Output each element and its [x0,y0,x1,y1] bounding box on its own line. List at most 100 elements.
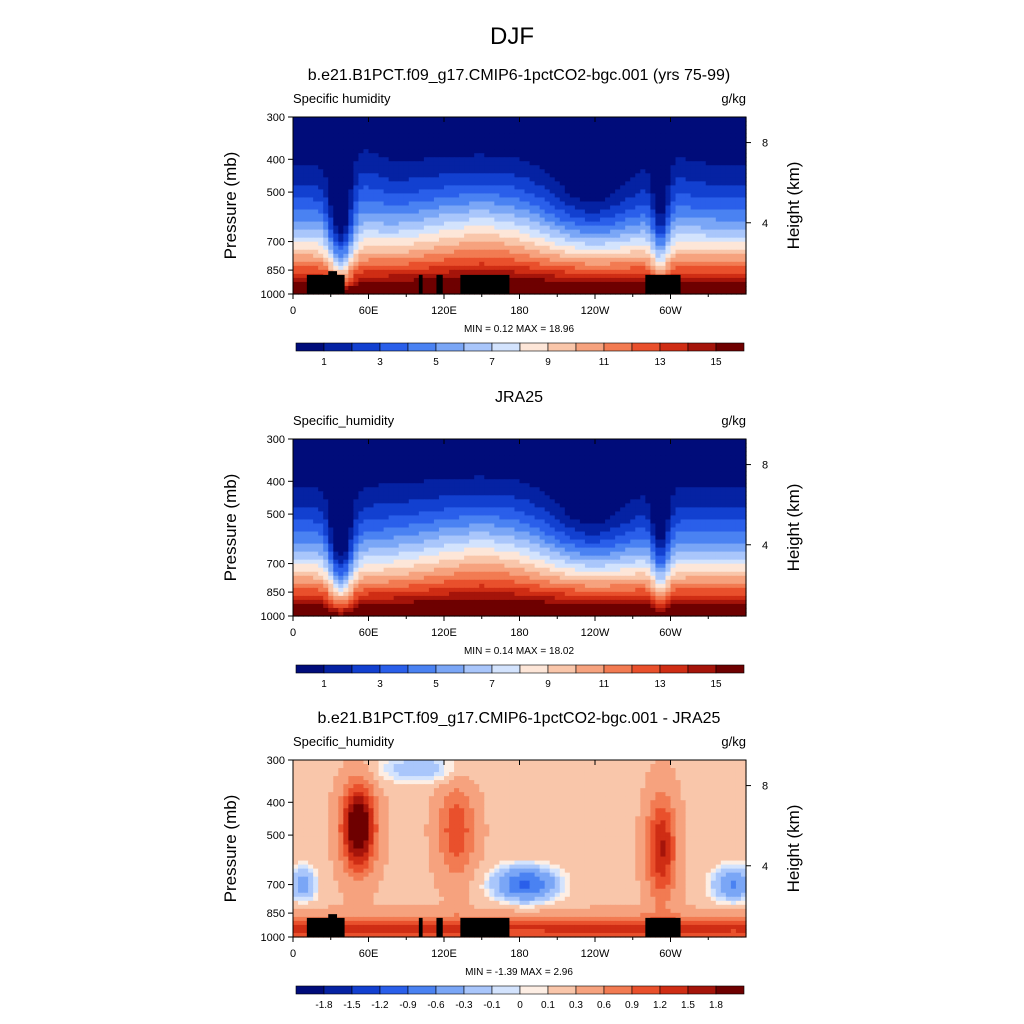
field-cell [625,467,631,472]
field-cell [554,173,561,178]
field-cell [459,475,465,480]
field-cell [625,153,631,158]
field-cell [584,149,591,154]
field-cell [715,463,722,468]
field-cell [494,141,500,146]
field-cell [610,245,616,251]
field-cell [640,261,646,267]
field-cell [635,221,641,227]
field-cell [705,289,712,295]
field-cell [524,447,531,452]
field-cell [605,141,611,146]
field-cell [363,479,370,484]
field-cell [474,261,480,267]
field-cell [378,189,385,195]
field-cell [569,137,576,142]
field-cell [333,475,339,480]
field-cell [524,475,531,480]
field-cell [388,265,395,271]
field-cell [695,165,702,170]
field-cell [388,137,395,142]
field-cell [690,229,697,235]
field-cell [589,241,596,247]
field-cell [383,479,390,484]
field-cell [539,261,546,267]
field-cell [489,439,495,444]
field-cell [378,455,385,460]
field-cell [544,133,551,138]
field-cell [323,455,329,460]
field-cell [363,467,370,472]
field-cell [574,133,581,138]
field-cell [308,137,314,142]
field-cell [418,447,425,452]
field-cell [474,161,480,166]
field-cell [725,439,732,444]
field-cell [459,261,465,267]
field-cell [690,249,697,255]
field-cell [650,117,656,122]
field-cell [574,177,581,182]
field-cell [710,237,717,243]
field-cell [665,455,672,460]
field-cell [403,467,410,472]
field-cell [338,253,344,259]
field-cell [625,249,631,255]
field-cell [529,257,536,263]
field-cell [595,265,601,271]
field-cell [383,121,390,126]
field-cell [423,471,430,476]
field-cell [675,265,682,271]
field-cell [685,237,692,243]
field-cell [549,153,556,158]
field-cell [730,277,737,283]
field-cell [418,217,425,223]
field-cell [610,193,616,199]
field-cell [368,193,375,199]
field-cell [413,273,420,279]
field-cell [625,145,631,150]
field-cell [338,451,344,456]
field-cell [549,439,556,444]
field-cell [509,121,516,126]
topography-block [645,274,681,294]
field-cell [348,213,354,219]
field-cell [645,261,651,267]
field-cell [423,467,430,472]
field-cell [534,233,541,239]
field-cell [564,233,571,239]
field-cell [433,257,440,263]
field-cell [710,229,717,235]
field-cell [328,149,334,154]
field-cell [408,197,415,203]
field-cell [378,225,385,231]
field-cell [655,447,662,452]
field-cell [720,161,727,166]
field-cell [408,241,415,247]
field-cell [484,177,490,182]
field-cell [640,221,646,227]
field-cell [373,213,380,219]
field-cell [519,145,526,150]
field-cell [464,157,470,162]
field-cell [348,117,354,122]
field-cell [444,189,450,195]
field-cell [544,289,551,295]
field-cell [418,205,425,211]
field-cell [313,439,319,444]
field-cell [705,133,712,138]
field-cell [635,181,641,186]
field-cell [509,185,516,191]
field-cell [544,241,551,247]
field-cell [720,459,727,464]
field-cell [650,181,656,186]
field-cell [579,237,586,243]
field-cell [403,273,410,279]
field-cell [584,129,591,134]
field-cell [559,467,566,472]
field-cell [595,249,601,255]
field-cell [685,451,692,456]
field-cell [554,277,561,283]
field-cell [308,439,314,444]
field-cell [318,141,324,146]
